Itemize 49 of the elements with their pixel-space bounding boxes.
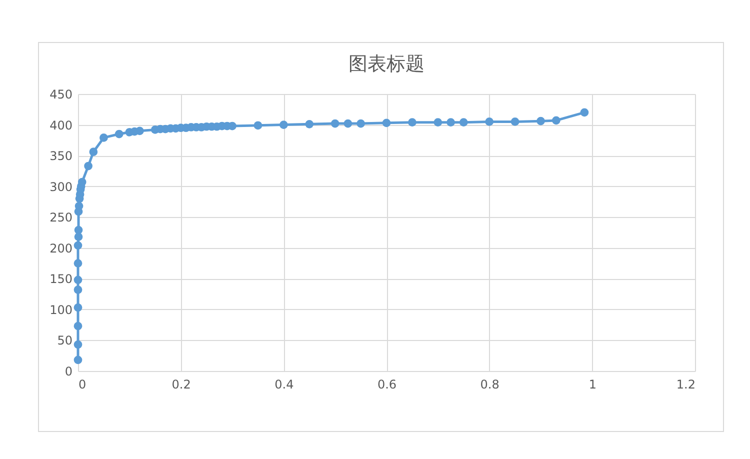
point [434, 118, 442, 126]
x-tick-label: 0.4 [274, 378, 294, 392]
point [84, 162, 92, 170]
x-tick-label: 1.2 [676, 378, 696, 392]
y-tick-label: 100 [50, 302, 72, 317]
chart-title: 图表标题 [348, 53, 424, 75]
point [382, 118, 391, 128]
y-tick-label: 50 [57, 334, 72, 348]
point [100, 134, 108, 142]
point [136, 126, 144, 136]
point [459, 118, 468, 126]
y-tick-label: 450 [50, 88, 72, 102]
point [305, 120, 314, 128]
y-tick-label: 0 [64, 364, 72, 378]
x-tick-label: 0.2 [172, 378, 191, 392]
point [536, 116, 545, 126]
point [279, 120, 288, 129]
point [74, 303, 82, 312]
y-tick-label: 250 [50, 210, 72, 225]
point [485, 118, 494, 126]
point [74, 340, 82, 349]
point [580, 108, 589, 117]
point [74, 356, 82, 364]
point [254, 121, 262, 130]
point [74, 202, 84, 210]
point [74, 259, 82, 268]
y-tick-label: 350 [50, 149, 72, 164]
point [74, 226, 83, 234]
point [510, 118, 520, 126]
point [344, 119, 352, 128]
point [74, 286, 82, 294]
point [74, 276, 82, 284]
y-tick-label: 400 [50, 118, 72, 132]
y-tick-label: 300 [50, 180, 72, 194]
y-tick-label: 200 [50, 241, 72, 256]
point [114, 130, 124, 138]
point [356, 119, 365, 128]
point [552, 116, 560, 125]
point [330, 119, 340, 128]
y-tick-label: 150 [50, 272, 72, 286]
point [446, 118, 455, 126]
point [74, 241, 82, 250]
point [408, 118, 416, 126]
x-tick-label: 0 [78, 378, 86, 392]
x-tick-label: 1 [588, 378, 596, 392]
x-tick-label: 0.6 [377, 378, 397, 392]
point [74, 322, 82, 330]
x-tick-label: 0.8 [480, 378, 500, 392]
point [89, 148, 98, 156]
